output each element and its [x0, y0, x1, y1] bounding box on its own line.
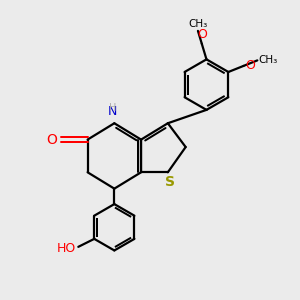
Text: CH₃: CH₃ [188, 20, 208, 29]
Text: H: H [109, 103, 116, 113]
Text: O: O [197, 28, 207, 41]
Text: HO: HO [57, 242, 76, 255]
Text: O: O [46, 133, 57, 147]
Text: S: S [165, 175, 175, 189]
Text: N: N [108, 105, 118, 118]
Text: CH₃: CH₃ [259, 56, 278, 65]
Text: O: O [245, 59, 255, 72]
